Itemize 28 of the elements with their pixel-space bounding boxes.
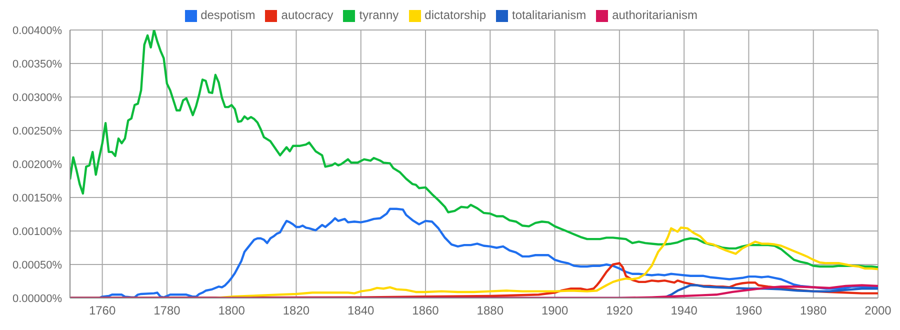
y-tick-label: 0.00250% xyxy=(12,125,62,138)
y-tick-label: 0.00150% xyxy=(12,192,62,204)
y-tick-label: 0.00000% xyxy=(12,292,62,305)
legend-label: autocracy xyxy=(281,8,334,22)
x-tick-label: 1780 xyxy=(154,304,181,318)
x-tick-label: 1920 xyxy=(606,304,634,318)
x-tick-label: 1980 xyxy=(800,304,828,318)
x-tick-label: 1960 xyxy=(735,304,762,318)
legend-label: despotism xyxy=(200,8,256,22)
legend-label: authoritarianism xyxy=(612,8,698,22)
x-tick-label: 1880 xyxy=(476,304,504,318)
x-tick-label: 1800 xyxy=(218,304,246,318)
x-tick-label: 1840 xyxy=(348,304,375,318)
x-tick-label: 1940 xyxy=(670,304,698,318)
legend-label: totalitarianism xyxy=(512,8,586,22)
x-tick-label: 2000 xyxy=(864,304,892,318)
legend-label: dictatorship xyxy=(424,8,486,22)
legend-label: tyranny xyxy=(359,8,399,22)
y-tick-label: 0.00300% xyxy=(12,92,62,104)
y-tick-label: 0.00050% xyxy=(12,259,62,272)
x-tick-label: 1820 xyxy=(282,304,310,318)
x-tick-label: 1900 xyxy=(541,304,568,318)
y-tick-label: 0.00350% xyxy=(12,58,62,70)
y-tick-label: 0.00100% xyxy=(12,226,62,238)
x-tick-label: 1860 xyxy=(412,304,440,318)
y-tick-label: 0.00200% xyxy=(12,158,62,171)
y-tick-label: 0.00400% xyxy=(12,24,62,37)
x-tick-label: 1760 xyxy=(88,304,116,318)
